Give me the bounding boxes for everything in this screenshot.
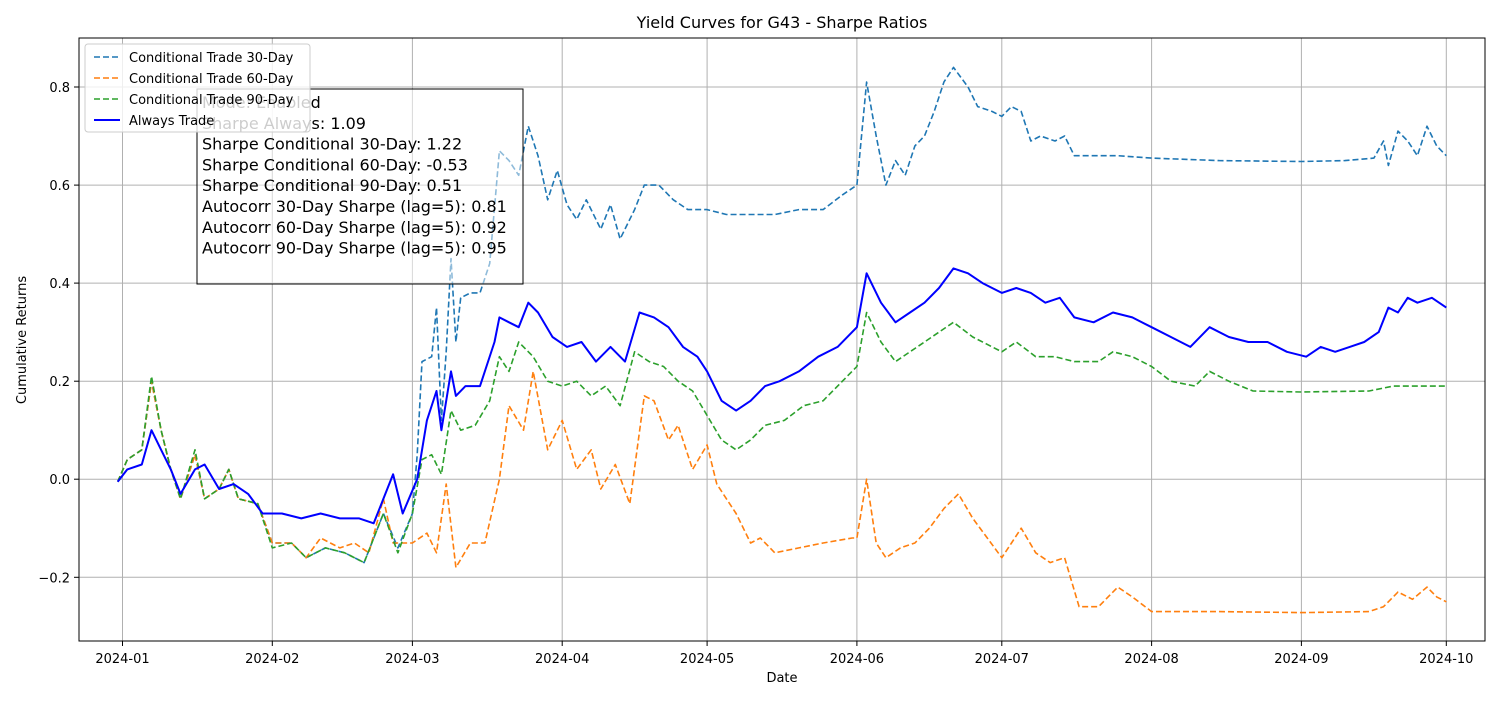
legend-label: Conditional Trade 90-Day: [129, 93, 294, 108]
legend-label: Conditional Trade 30-Day: [129, 51, 294, 66]
x-tick-label: 2024-03: [385, 652, 439, 667]
x-tick-label: 2024-04: [535, 652, 589, 667]
series-layer: [116, 66, 1447, 614]
series-line-3: [116, 311, 1447, 564]
annotation-line: Autocorr 60-Day Sharpe (lag=5): 0.92: [202, 218, 507, 237]
y-tick-label: 0.2: [49, 375, 70, 390]
series-line-1: [116, 66, 1447, 564]
plot-frame: [78, 37, 1486, 642]
x-tick-label: 2024-09: [1274, 652, 1328, 667]
x-tick-label: 2024-02: [245, 652, 299, 667]
x-tick-label: 2024-08: [1124, 652, 1178, 667]
x-tick-label: 2024-06: [830, 652, 884, 667]
legend-label: Conditional Trade 60-Day: [129, 72, 294, 87]
legend: Conditional Trade 30-Day Conditional Trad…: [84, 43, 311, 133]
annotation-line: Sharpe Conditional 30-Day: 1.22: [202, 135, 462, 154]
x-tick-label: 2024-10: [1419, 652, 1473, 667]
y-tick-label: 0.4: [49, 277, 70, 292]
annotation-line: Sharpe Conditional 60-Day: -0.53: [202, 155, 468, 174]
x-tick-label: 2024-07: [975, 652, 1029, 667]
x-axis-label: Date: [766, 671, 797, 686]
axis-ticks: 2024-01 2024-02 2024-03 2024-04 2024-05 2024-…: [38, 81, 1473, 667]
legend-label: Always Trade: [129, 114, 214, 129]
annotation-line: Sharpe Conditional 90-Day: 0.51: [202, 176, 462, 195]
annotation-line: Autocorr 30-Day Sharpe (lag=5): 0.81: [202, 197, 507, 216]
annotation-line: Autocorr 90-Day Sharpe (lag=5): 0.95: [202, 239, 507, 258]
y-axis-label: Cumulative Returns: [15, 276, 30, 404]
legend-box: [84, 43, 311, 133]
series-line-4: [116, 267, 1447, 525]
y-tick-label: 0.8: [49, 81, 70, 96]
y-tick-label: 0.6: [49, 179, 70, 194]
x-tick-label: 2024-01: [95, 652, 149, 667]
x-tick-label: 2024-05: [680, 652, 734, 667]
y-tick-label: −0.2: [38, 571, 70, 586]
chart-title: Yield Curves for G43 - Sharpe Ratios: [636, 13, 928, 32]
y-tick-label: 0.0: [49, 473, 70, 488]
